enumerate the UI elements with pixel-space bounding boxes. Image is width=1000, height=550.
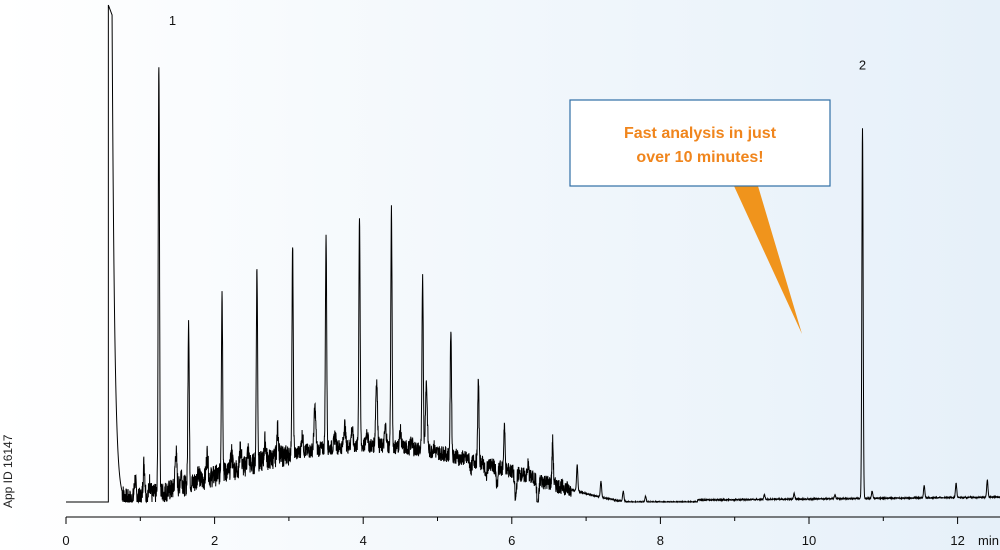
- app-id-label: App ID 16147: [1, 434, 15, 508]
- peak-label-2: 2: [859, 57, 866, 72]
- x-tick-label: 2: [211, 533, 218, 548]
- callout: Fast analysis in just over 10 minutes!: [569, 99, 831, 334]
- x-tick-label: 10: [802, 533, 816, 548]
- peak-markers: [135, 15, 987, 498]
- peak-label-1: 1: [169, 13, 176, 28]
- x-tick-label: 0: [62, 533, 69, 548]
- x-axis-tick-labels: 0 2 4 6 8 10 12: [62, 533, 964, 548]
- x-tick-label: 12: [950, 533, 964, 548]
- x-axis-ticks: [65, 517, 959, 524]
- x-axis-unit-label: min: [978, 533, 999, 548]
- x-tick-label: 4: [360, 533, 367, 548]
- callout-pointer: [734, 186, 802, 334]
- callout-text-line-2: over 10 minutes!: [636, 149, 763, 166]
- chromatogram-trace: [66, 4, 1000, 504]
- callout-box: [569, 99, 831, 187]
- peak-labels: 12: [169, 13, 866, 72]
- x-tick-label: 8: [657, 533, 664, 548]
- callout-text-line-1: Fast analysis in just: [624, 125, 777, 142]
- x-tick-label: 6: [508, 533, 515, 548]
